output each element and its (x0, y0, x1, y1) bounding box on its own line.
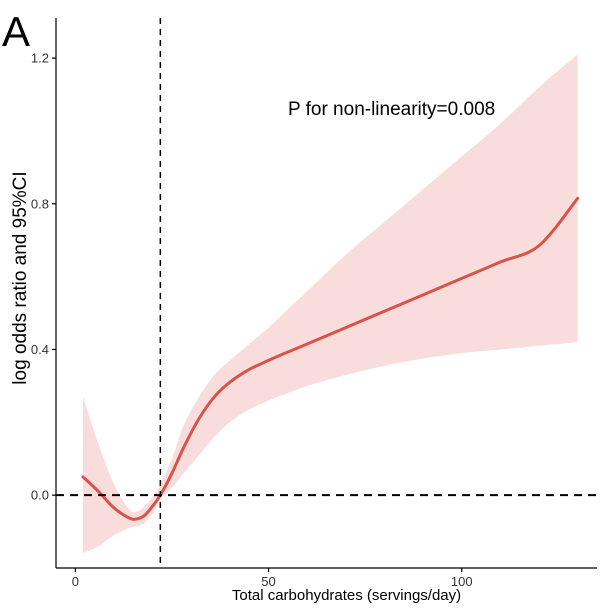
x-tick-label: 100 (451, 574, 473, 589)
y-tick-label: 0.4 (31, 342, 49, 357)
y-axis-label: log odds ratio and 95%CI (10, 171, 31, 384)
y-tick-label: 0.0 (31, 488, 49, 503)
ci-band-0 (83, 54, 578, 554)
panel-label: A (2, 8, 30, 55)
line-layer (81, 196, 580, 521)
x-tick-label: 50 (261, 574, 275, 589)
y-tick-label: 0.8 (31, 196, 49, 211)
reference-layer (56, 18, 597, 568)
axis-layer: 0.0 0.4 0.8 1.2 0 50 100 (31, 18, 597, 589)
ci-layer (83, 54, 578, 554)
x-tick-label: 0 (72, 574, 79, 589)
text-layer: A P for non-linearity=0.008 Total carboh… (2, 8, 495, 604)
estimate-line-0 (81, 196, 580, 521)
nonlinearity-annotation: P for non-linearity=0.008 (288, 99, 495, 120)
y-tick-label: 1.2 (31, 51, 49, 66)
x-axis-label: Total carbohydrates (servings/day) (232, 587, 461, 604)
